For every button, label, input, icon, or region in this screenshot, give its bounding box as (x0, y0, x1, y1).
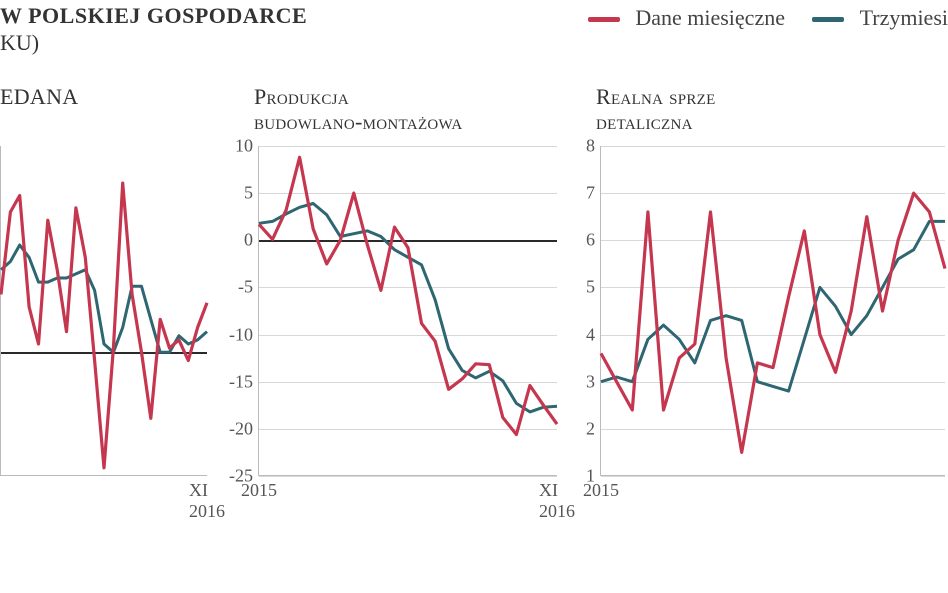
ytick-label: 6 (586, 230, 601, 251)
page-title-line1: W POLSKIEJ GOSPODARCE (0, 3, 307, 29)
chart-panel-1: Produkcjabudowlano-montażowa1050-5-10-15… (210, 84, 560, 593)
ytick-label: 0 (244, 230, 259, 251)
legend-swatch-0 (588, 17, 620, 22)
chart-title-2: Realna sprzedetaliczna (560, 84, 948, 146)
chart-plot-0: XI 2016 (0, 146, 207, 476)
page-title-line2: KU) (0, 30, 39, 56)
chart-title-0-line0: EDANA (0, 84, 79, 109)
series-trend (1, 245, 207, 352)
legend-label-1: Trzymiesi (860, 5, 948, 30)
series-monthly (1, 183, 207, 468)
ytick-label: 3 (586, 371, 601, 392)
chart-title-0: EDANA (0, 84, 210, 146)
legend-label-0: Dane miesięczne (635, 5, 785, 30)
chart-panel-0: EDANA XI 2016 (0, 84, 210, 593)
series-monthly (259, 157, 557, 434)
chart-plot-2: 876543212015 (600, 146, 945, 476)
series-monthly (601, 193, 945, 452)
ytick-label: 5 (244, 183, 259, 204)
chart-panel-2: Realna sprzedetaliczna876543212015 (560, 84, 948, 593)
chart-title-1: Produkcjabudowlano-montażowa (210, 84, 560, 146)
xtick-label: 2015 (583, 476, 619, 501)
ytick-label: 8 (586, 136, 601, 157)
xtick-label: 2015 (241, 476, 277, 501)
ytick-label: 5 (586, 277, 601, 298)
legend-swatch-1 (812, 17, 844, 22)
ytick-label: -5 (238, 277, 259, 298)
ytick-label: 10 (235, 136, 259, 157)
series-trend (259, 204, 557, 412)
chart-title-2-line1: detaliczna (596, 109, 693, 134)
chart-title-1-line0: Produkcja (254, 84, 349, 109)
ytick-label: 2 (586, 418, 601, 439)
ytick-label: -15 (229, 371, 259, 392)
chart-title-2-line0: Realna sprze (596, 84, 716, 109)
gridline (601, 476, 945, 477)
legend: Dane miesięczne Trzymiesi (566, 5, 948, 31)
chart-series-0 (1, 146, 207, 476)
ytick-label: 7 (586, 183, 601, 204)
chart-title-1-line1: budowlano-montażowa (254, 109, 462, 134)
charts-row: EDANAXI 2016Produkcjabudowlano-montażowa… (0, 84, 948, 593)
ytick-label: -10 (229, 324, 259, 345)
chart-series-2 (601, 146, 945, 476)
ytick-label: -20 (229, 418, 259, 439)
chart-plot-1: 1050-5-10-15-20-252015XI 2016 (258, 146, 557, 476)
chart-series-1 (259, 146, 557, 476)
gridline (259, 476, 557, 477)
ytick-label: 4 (586, 324, 601, 345)
